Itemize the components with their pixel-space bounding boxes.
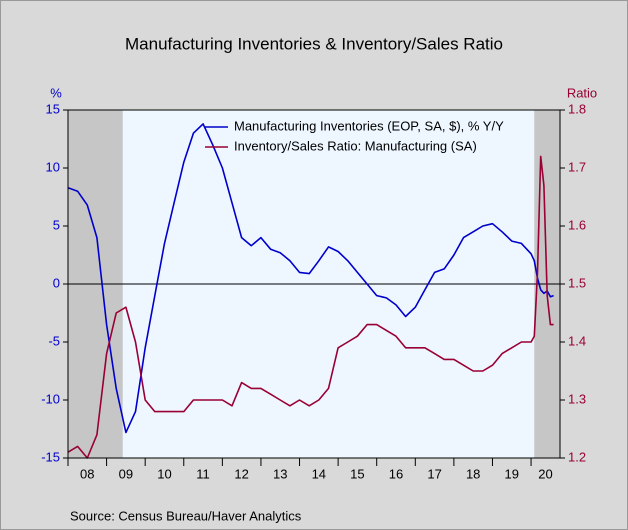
y-tick-label: 10 bbox=[46, 159, 60, 174]
series-line bbox=[67, 155, 554, 459]
x-tick-label: 14 bbox=[312, 466, 326, 481]
y-tick-label: 0 bbox=[53, 275, 60, 290]
y-tick-label: -10 bbox=[41, 391, 60, 406]
x-tick-label: 16 bbox=[389, 466, 403, 481]
y2-tick-label: 1.6 bbox=[568, 217, 586, 232]
x-tick-label: 08 bbox=[80, 466, 94, 481]
plot-border bbox=[67, 109, 561, 459]
y-tick-label: -5 bbox=[48, 333, 60, 348]
legend-label: Manufacturing Inventories (EOP, SA, $), … bbox=[234, 118, 504, 133]
legend-label: Inventory/Sales Ratio: Manufacturing (SA… bbox=[234, 138, 477, 153]
chart-title: Manufacturing Inventories & Inventory/Sa… bbox=[125, 34, 503, 53]
x-tick-label: 19 bbox=[505, 466, 519, 481]
x-tick-label: 18 bbox=[466, 466, 480, 481]
y-tick-label: -15 bbox=[41, 449, 60, 464]
y2-tick-label: 1.3 bbox=[568, 391, 586, 406]
y2-axis-label: Ratio bbox=[567, 85, 597, 100]
y2-tick-label: 1.4 bbox=[568, 333, 586, 348]
y-tick-label: 15 bbox=[46, 101, 60, 116]
y2-tick-label: 1.5 bbox=[568, 275, 586, 290]
y-axis-label: % bbox=[50, 85, 62, 100]
x-tick-label: 20 bbox=[538, 466, 552, 481]
x-tick-label: 10 bbox=[157, 466, 171, 481]
y-tick-label: 5 bbox=[53, 217, 60, 232]
series-line bbox=[67, 123, 554, 434]
x-tick-label: 13 bbox=[273, 466, 287, 481]
y2-tick-label: 1.8 bbox=[568, 101, 586, 116]
x-tick-label: 17 bbox=[427, 466, 441, 481]
x-tick-label: 11 bbox=[196, 466, 210, 481]
x-tick-label: 15 bbox=[350, 466, 364, 481]
y2-tick-label: 1.7 bbox=[568, 159, 586, 174]
x-tick-label: 12 bbox=[234, 466, 248, 481]
x-tick-label: 09 bbox=[119, 466, 133, 481]
source-note: Source: Census Bureau/Haver Analytics bbox=[70, 508, 302, 523]
y2-tick-label: 1.2 bbox=[568, 449, 586, 464]
